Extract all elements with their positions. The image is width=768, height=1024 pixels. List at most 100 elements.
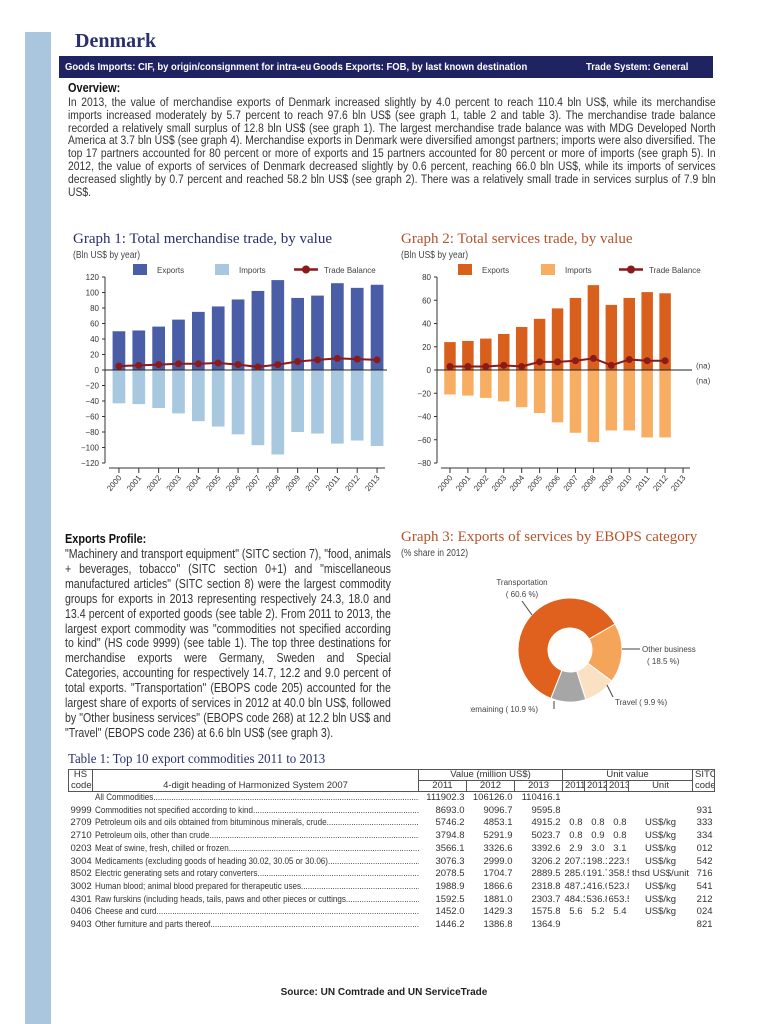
bar-exports-2012 bbox=[659, 293, 671, 370]
trade-balance-point-2001 bbox=[135, 361, 143, 369]
x-tick-label: 2008 bbox=[264, 473, 283, 493]
trade-balance-point-2011 bbox=[643, 357, 651, 365]
trade-balance-point-2007 bbox=[571, 357, 579, 365]
legend-marker-trade-balance bbox=[627, 265, 635, 274]
bar-exports-2002 bbox=[152, 326, 165, 370]
hs-code-cell: 8502 bbox=[70, 868, 92, 880]
overview-heading: Overview: bbox=[68, 80, 121, 95]
y-tick-label: 40 bbox=[90, 335, 99, 344]
table-row: All Commodities.........................… bbox=[69, 792, 715, 805]
x-tick-label: 2010 bbox=[304, 473, 323, 493]
legend-marker-trade-balance bbox=[302, 265, 310, 274]
x-tick-label: 2001 bbox=[125, 473, 144, 493]
unit-cell: US$/kg bbox=[644, 893, 677, 905]
value-2011-cell: 8693.0 bbox=[435, 804, 465, 816]
bar-exports-2009 bbox=[291, 297, 304, 370]
unit-value-2013-cell: 3.1 bbox=[613, 842, 627, 854]
y-tick-label: −80 bbox=[85, 428, 99, 437]
bar-exports-2010 bbox=[623, 297, 635, 370]
bar-imports-2012 bbox=[659, 370, 671, 438]
bar-imports-2004 bbox=[192, 370, 205, 422]
exports-profile-text: "Machinery and transport equipment" (SIT… bbox=[65, 547, 391, 740]
legend-swatch-exports bbox=[458, 264, 472, 275]
value-2012-cell: 5291.9 bbox=[483, 830, 513, 842]
unit-value-2012-cell: 191.7 bbox=[586, 868, 607, 880]
sitc-code-cell: 931 bbox=[696, 804, 713, 816]
trade-balance-point-2009 bbox=[294, 357, 302, 365]
trade-balance-point-2003 bbox=[175, 360, 182, 368]
slice-label: Other business bbox=[642, 645, 696, 654]
graph3-donut-chart: Other business ( 18.5 %) Travel ( 9.9 %) Re… bbox=[470, 578, 696, 714]
x-tick-label: 2009 bbox=[598, 473, 617, 493]
y-tick-label: −60 bbox=[417, 436, 431, 445]
unit-value-2013-cell bbox=[607, 805, 629, 818]
value-2011-cell: 3794.8 bbox=[435, 830, 465, 842]
bar-imports-2005 bbox=[211, 370, 225, 427]
bar-imports-2006 bbox=[231, 370, 245, 435]
y-tick-label: −100 bbox=[81, 444, 100, 453]
na-annotation: (na) bbox=[696, 361, 711, 370]
value-2012-header: 2012 bbox=[466, 780, 515, 792]
bar-exports-2013 bbox=[370, 284, 384, 370]
unit-cell: US$/kg bbox=[644, 880, 677, 892]
sitc-code-cell: 024 bbox=[696, 906, 713, 918]
y-tick-label: 20 bbox=[422, 343, 431, 352]
bar-exports-2006 bbox=[231, 299, 245, 370]
leader-line bbox=[606, 684, 614, 698]
exports-profile-section: Exports Profile: "Machinery and transpor… bbox=[65, 531, 391, 741]
value-2012-cell: 9096.7 bbox=[483, 804, 513, 816]
x-tick-label: 2006 bbox=[544, 473, 563, 493]
graph1-title: Graph 1: Total merchandise trade, by val… bbox=[73, 231, 332, 247]
value-2011-cell: 5746.2 bbox=[435, 817, 465, 829]
table-row: 2710 Petroleum oils, other than crude....… bbox=[69, 830, 715, 843]
trade-balance-point-2010 bbox=[314, 356, 321, 364]
sitc-code-cell: 542 bbox=[696, 855, 713, 867]
value-2011-header: 2011 bbox=[418, 780, 467, 792]
x-tick-label: 2003 bbox=[165, 473, 184, 493]
value-2012-cell: 1881.0 bbox=[483, 893, 513, 905]
graph2-subtitle: (Bln US$ by year) bbox=[401, 250, 469, 261]
y-tick-label: 80 bbox=[90, 304, 99, 313]
y-tick-label: 100 bbox=[86, 289, 100, 298]
x-tick-label: 2012 bbox=[651, 473, 670, 493]
bar-imports-2007 bbox=[569, 370, 582, 433]
y-tick-label: 40 bbox=[422, 320, 431, 329]
legend-swatch-imports bbox=[541, 264, 555, 275]
unit-cell: US$/kg bbox=[644, 830, 677, 842]
bar-imports-2002 bbox=[152, 370, 165, 408]
bar-imports-2010 bbox=[623, 370, 635, 431]
exports-definition: Goods Exports: FOB, by last known destin… bbox=[313, 61, 528, 73]
x-tick-label: 2000 bbox=[105, 473, 124, 493]
unit-cell bbox=[629, 805, 693, 818]
bar-imports-2006 bbox=[551, 370, 564, 423]
bar-exports-2003 bbox=[498, 333, 510, 370]
value-2012-cell: 4853.1 bbox=[483, 817, 513, 829]
bar-exports-2004 bbox=[192, 311, 205, 370]
unit-value-2013-cell: 653.5 bbox=[608, 893, 629, 905]
unit-value-group-header: Unit value bbox=[562, 769, 694, 781]
bar-imports-2011 bbox=[331, 370, 344, 444]
bar-exports-2001 bbox=[462, 340, 474, 370]
x-tick-label: 2013 bbox=[363, 473, 382, 493]
unit-cell: US$/kg bbox=[644, 855, 677, 867]
y-tick-label: 120 bbox=[86, 273, 100, 282]
hs-code-cell bbox=[69, 792, 93, 805]
hs-heading-header: 4-digit heading of Harmonized System 200… bbox=[92, 780, 419, 792]
bar-imports-2001 bbox=[462, 370, 474, 396]
trade-balance-point-2006 bbox=[234, 361, 242, 369]
value-2012-cell: 1429.3 bbox=[483, 906, 513, 918]
bar-imports-2008 bbox=[271, 370, 285, 455]
description-cell: Commodities not specified according to k… bbox=[94, 804, 419, 816]
y-tick-label: 0 bbox=[427, 366, 432, 375]
description-cell: Medicaments (excluding goods of heading … bbox=[94, 855, 419, 867]
table-row: 0203 Meat of swine, fresh, chilled or fro… bbox=[69, 843, 715, 856]
value-2011-cell: 1592.5 bbox=[435, 893, 465, 905]
y-tick-label: 20 bbox=[90, 351, 99, 360]
table-row: 0406 Cheese and curd.....................… bbox=[69, 906, 715, 919]
slice-label: Transportation bbox=[496, 578, 547, 587]
slice-label: Travel ( 9.9 %) bbox=[615, 698, 667, 707]
value-2012-cell: 1386.8 bbox=[483, 919, 513, 931]
sitc-code-cell: 333 bbox=[696, 817, 713, 829]
value-2011-cell: 111902.3 bbox=[426, 792, 465, 803]
unit-value-2011-cell: 285.0 bbox=[564, 868, 585, 880]
